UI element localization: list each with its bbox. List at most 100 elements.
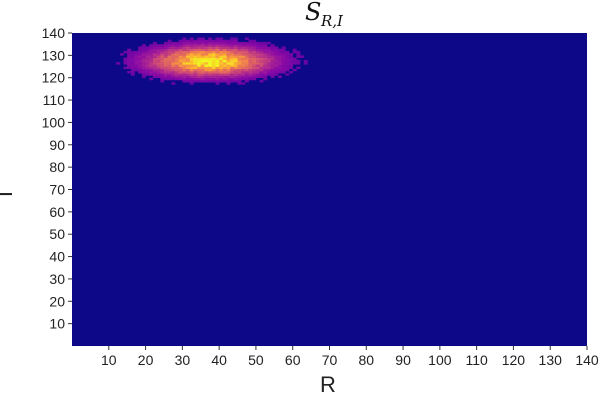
heatmap-cell <box>149 71 154 74</box>
heatmap-cell <box>226 68 231 72</box>
heatmap-cell <box>259 75 264 79</box>
heatmap-cell <box>211 39 216 43</box>
heatmap-cell <box>152 71 157 74</box>
heatmap-cell <box>215 77 220 81</box>
heatmap-cell <box>171 46 176 49</box>
heatmap-cell <box>230 75 235 79</box>
heatmap-cell <box>156 75 161 79</box>
heatmap-cell <box>149 46 154 49</box>
y-tick-label: 120 <box>42 70 66 86</box>
heatmap-cell <box>189 68 194 72</box>
heatmap-cell <box>145 46 150 49</box>
heatmap-cell <box>233 55 238 58</box>
heatmap-cell <box>266 66 271 70</box>
heatmap-cell <box>226 39 231 43</box>
heatmap-cell <box>244 64 249 67</box>
heatmap-cell <box>289 66 294 70</box>
heatmap-cell <box>167 62 172 65</box>
heatmap-cell <box>255 68 260 72</box>
heatmap-cell <box>204 48 209 52</box>
heatmap-cell <box>208 66 213 70</box>
heatmap-cell <box>160 64 165 67</box>
heatmap-cell <box>123 66 128 70</box>
heatmap-cell <box>134 59 139 63</box>
heatmap-cell <box>145 68 150 72</box>
heatmap-cell <box>167 55 172 58</box>
heatmap-cell <box>244 57 249 61</box>
heatmap-cell <box>197 48 202 52</box>
heatmap-cell <box>204 44 209 47</box>
heatmap-cell <box>237 64 242 67</box>
heatmap-cell <box>163 41 168 45</box>
heatmap-cell <box>266 62 271 65</box>
heatmap-cell <box>200 64 205 67</box>
heatmap-cell <box>208 75 213 79</box>
heatmap-cell <box>141 48 146 52</box>
heatmap-cell <box>204 71 209 74</box>
heatmap-cell <box>244 44 249 47</box>
heatmap-cell <box>255 48 260 52</box>
heatmap-cell <box>145 48 150 52</box>
heatmap-cell <box>211 79 216 83</box>
heatmap-cell <box>266 71 271 74</box>
heatmap-cell <box>149 55 154 58</box>
heatmap-cell <box>175 71 179 74</box>
heatmap-cell <box>178 41 183 45</box>
heatmap-cell <box>259 62 264 65</box>
heatmap-cell <box>141 57 146 61</box>
heatmap-cell <box>178 59 183 63</box>
heatmap-cell <box>237 46 242 49</box>
heatmap-cell <box>241 46 246 49</box>
heatmap-cell <box>171 73 176 76</box>
heatmap-cell <box>285 50 290 54</box>
heatmap-cell <box>255 53 260 56</box>
heatmap-cell <box>127 50 132 54</box>
heatmap-cell <box>230 57 235 61</box>
heatmap-cell <box>156 55 161 58</box>
heatmap-cell <box>215 50 220 54</box>
heatmap-cell <box>145 57 150 61</box>
heatmap-cell <box>171 44 176 47</box>
heatmap-cell <box>233 75 238 79</box>
heatmap-cell <box>175 75 179 79</box>
heatmap-cell <box>222 48 227 52</box>
heatmap-cell <box>263 66 268 70</box>
heatmap-cell <box>237 75 242 79</box>
heatmap-cell <box>285 57 290 61</box>
heatmap-cell <box>274 66 279 70</box>
heatmap-cell <box>208 48 213 52</box>
heatmap-cell <box>278 57 282 61</box>
heatmap-cell <box>200 68 205 72</box>
heatmap-cell <box>149 64 154 67</box>
heatmap-cell <box>255 57 260 61</box>
heatmap-cell <box>193 71 198 74</box>
heatmap-cell <box>193 55 198 58</box>
heatmap-cell <box>200 62 205 65</box>
heatmap-cell <box>197 53 202 56</box>
heatmap-cell <box>219 75 224 79</box>
heatmap-cell <box>215 82 220 85</box>
heatmap-cell <box>255 44 260 47</box>
heatmap-cell <box>200 66 205 70</box>
heatmap-cell <box>248 71 253 74</box>
heatmap-cell <box>152 59 157 63</box>
heatmap-cell <box>189 71 194 74</box>
heatmap-cell <box>230 64 235 67</box>
heatmap-cell <box>175 77 179 81</box>
heatmap-cell <box>278 59 282 63</box>
heatmap-cell <box>208 62 213 65</box>
heatmap-cell <box>149 62 154 65</box>
heatmap-cell <box>167 66 172 70</box>
heatmap-cell <box>289 62 294 65</box>
heatmap-cell <box>182 53 187 56</box>
heatmap-cell <box>171 82 176 85</box>
heatmap-cell <box>215 41 220 45</box>
heatmap-cell <box>163 66 168 70</box>
heatmap-cell <box>141 50 146 54</box>
heatmap-cell <box>182 66 187 70</box>
heatmap-cell <box>182 68 187 72</box>
heatmap-cell <box>226 53 231 56</box>
heatmap-cell <box>215 66 220 70</box>
heatmap-cell <box>152 44 157 47</box>
chart-title-main: S <box>305 0 321 26</box>
